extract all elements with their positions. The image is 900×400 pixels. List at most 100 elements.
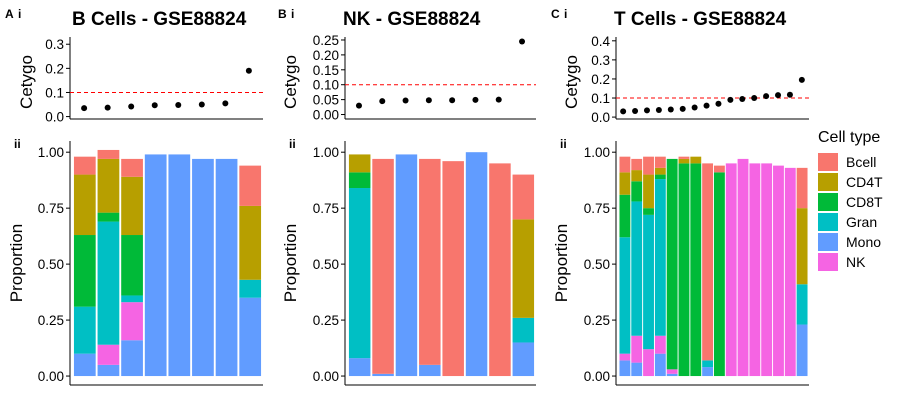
bar-segment-gran [121,295,143,303]
cetygo-point [798,76,805,83]
legend-swatch-gran [818,213,838,231]
legend-swatch-mono [818,233,838,251]
bar-segment-cd4t [348,154,371,173]
bar-segment-gran [643,214,654,350]
bar-segment-cd4t [631,170,643,182]
cetygo-2-y-tick-label: 0.0 [591,110,610,125]
proportion-0-y-tick-label: 0.00 [38,369,64,384]
cetygo-2-y-tick-label: 0.2 [591,72,610,87]
cetygo-point [679,105,686,112]
panel-a-cetygo-plot: 0.0 0.1 0.2 0.3 [45,37,263,125]
bar-segment-mono [702,367,714,377]
panel-b-sub-i: i [291,7,294,21]
panel-letter-b: B [278,7,287,21]
bar-segment-bcell [442,161,464,377]
cetygo-point [691,104,698,111]
legend-label-gran: Gran [846,214,877,230]
bar-segment-bcell [619,156,631,173]
cetygo-point [751,95,758,102]
bar-segment-mono [215,158,238,377]
proportion-2-y-tick-label: 1.00 [584,145,610,160]
bar-segment-nk [725,163,737,377]
bar-segment-mono [121,340,143,377]
bar-segment-bcell [419,158,441,365]
bar-segment-gran [796,284,808,325]
bar-segment-gran [348,188,371,359]
panel-c-cetygo-ylabel: Cetygo [562,55,581,109]
panel-letter-c: C [551,7,560,21]
bar-segment-cd8t [121,235,143,296]
panel-a: A i B Cells - GSE88824 Cetygo 0.00.10.20… [5,7,263,386]
cetygo-point [739,95,746,102]
cetygo-point [245,67,252,74]
proportion-0-y-tick-label: 1.00 [38,145,64,160]
bar-segment-cd8t [666,158,678,370]
panel-c-sub-i: i [564,7,567,21]
bar-segment-cd4t [796,208,808,285]
legend-title: Cell type [818,129,880,146]
bar-segment-gran [97,221,120,345]
cetygo-point [620,108,627,115]
bar-segment-mono [97,364,120,377]
panel-c: C i T Cells - GSE88824 Cetygo 0.0 0.1 0.2 0… [551,7,809,386]
cetygo-point [104,104,111,111]
bar-segment-nk [749,163,761,377]
bar-segment-nk [654,335,666,354]
bar-segment-mono [619,360,631,377]
bar-segment-cd8t [654,174,666,180]
proportion-0-y-tick-label: 0.25 [38,313,64,328]
panel-b: B i NK - GSE88824 Cetygo 0.000.050.100.1… [278,7,536,386]
bar-segment-mono [372,373,394,377]
bar-segment-nk [631,335,643,363]
bar-segment-cd4t [121,176,143,236]
proportion-1-y-tick-label: 0.75 [313,201,339,216]
bar-segment-cd4t [690,156,702,164]
panel-c-proportion-plot: 0.00 0.25 0.50 0.75 1.00 [584,141,809,386]
panel-b-proportion-ylabel: Proportion [281,224,300,302]
panel-b-proportion-plot: 0.00 0.25 0.50 0.75 1.00 [313,141,536,386]
bar-segment-mono [666,373,678,377]
cetygo-2-y-tick-label: 0.1 [591,91,610,106]
proportion-0-y-tick-label: 0.75 [38,201,64,216]
bar-segment-bcell [489,163,511,377]
bar-segment-nk [121,302,143,341]
bar-segment-bcell [702,163,714,361]
bar-segment-gran [512,317,535,343]
bar-segment-nk [737,158,749,377]
bar-segment-mono [73,353,96,377]
bar-segment-gran [702,360,714,368]
bar-segment-mono [631,362,643,377]
bar-segment-cd4t [619,172,631,195]
bar-segment-bcell [713,165,725,173]
bar-segment-mono [465,152,488,377]
cetygo-1-y-tick-label: 0.20 [313,48,339,63]
cetygo-point [763,93,770,100]
cetygo-point [402,97,409,104]
panel-b-cetygo-ylabel: Cetygo [281,55,300,109]
cetygo-point [495,96,502,103]
cetygo-point [222,100,229,107]
proportion-2-y-tick-label: 0.75 [584,201,610,216]
bar-segment-cd8t [73,235,96,307]
cetygo-0-y-tick-label: 0.0 [45,110,64,125]
cetygo-point [472,96,479,103]
legend-swatch-cd4t [818,173,838,191]
panel-a-proportion-ylabel: Proportion [7,224,26,302]
legend-swatch-cd8t [818,193,838,211]
bar-segment-cd8t [97,212,120,222]
proportion-1-y-tick-label: 0.25 [313,313,339,328]
panel-c-sub-ii: ii [560,137,567,151]
cetygo-point [775,92,782,99]
legend-label-nk: NK [846,254,866,270]
cetygo-point [519,38,526,45]
proportion-2-y-tick-label: 0.25 [584,313,610,328]
bar-segment-bcell [678,156,690,159]
proportion-1-y-tick-label: 0.50 [313,257,339,272]
bar-segment-nk [761,163,773,377]
cetygo-point [81,105,88,112]
panel-c-title: T Cells - GSE88824 [614,9,787,30]
cetygo-point [128,103,135,110]
bar-segment-mono [168,154,191,377]
bar-segment-cd4t [512,219,535,318]
cetygo-point [786,91,793,98]
